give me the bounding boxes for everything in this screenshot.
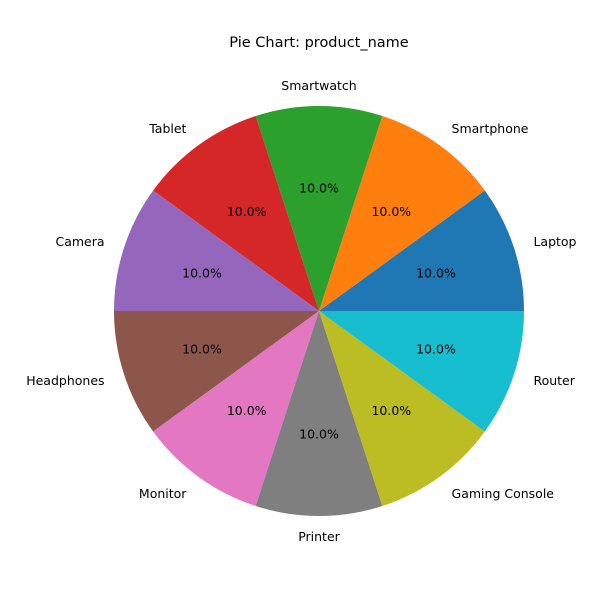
pie-slice-monitor — [153, 311, 319, 506]
percent-label-smartwatch: 10.0% — [299, 181, 339, 196]
pie-slice-headphones — [114, 311, 319, 432]
percent-label-laptop: 10.0% — [416, 265, 456, 280]
slice-label-headphones: Headphones — [26, 373, 104, 388]
pie-slice-router — [319, 311, 524, 432]
percent-label-smartphone: 10.0% — [371, 204, 411, 219]
percent-label-router: 10.0% — [416, 342, 456, 357]
percent-label-printer: 10.0% — [299, 427, 339, 442]
slice-label-printer: Printer — [298, 529, 340, 544]
percent-label-monitor: 10.0% — [227, 403, 267, 418]
pie-slices — [114, 106, 524, 516]
pie-slice-printer — [255, 311, 383, 516]
slice-label-router: Router — [533, 373, 575, 388]
pie-slice-smartwatch — [255, 106, 383, 311]
pie-slice-gaming-console — [319, 311, 485, 506]
slice-label-tablet: Tablet — [148, 121, 186, 136]
pie-slice-tablet — [153, 116, 319, 311]
slice-label-gaming-console: Gaming Console — [452, 486, 555, 501]
slice-label-smartwatch: Smartwatch — [281, 78, 356, 93]
percent-labels: 10.0% 10.0% 10.0% 10.0% 10.0% 10.0% 10.0% 10.0%… — [182, 181, 456, 442]
category-labels: Laptop Smartphone Smartwatch Tablet Camera He… — [26, 78, 576, 544]
chart-title: Pie Chart: product_name — [229, 35, 409, 51]
slice-label-smartphone: Smartphone — [452, 121, 529, 136]
percent-label-gaming-console: 10.0% — [371, 403, 411, 418]
percent-label-camera: 10.0% — [182, 265, 222, 280]
pie-slice-smartphone — [319, 116, 485, 311]
percent-label-headphones: 10.0% — [182, 342, 222, 357]
slice-label-camera: Camera — [55, 234, 104, 249]
pie-slice-camera — [114, 190, 319, 311]
percent-label-tablet: 10.0% — [227, 204, 267, 219]
pie-slice-laptop — [319, 190, 524, 311]
slice-label-monitor: Monitor — [139, 486, 187, 501]
slice-label-laptop: Laptop — [533, 234, 576, 249]
